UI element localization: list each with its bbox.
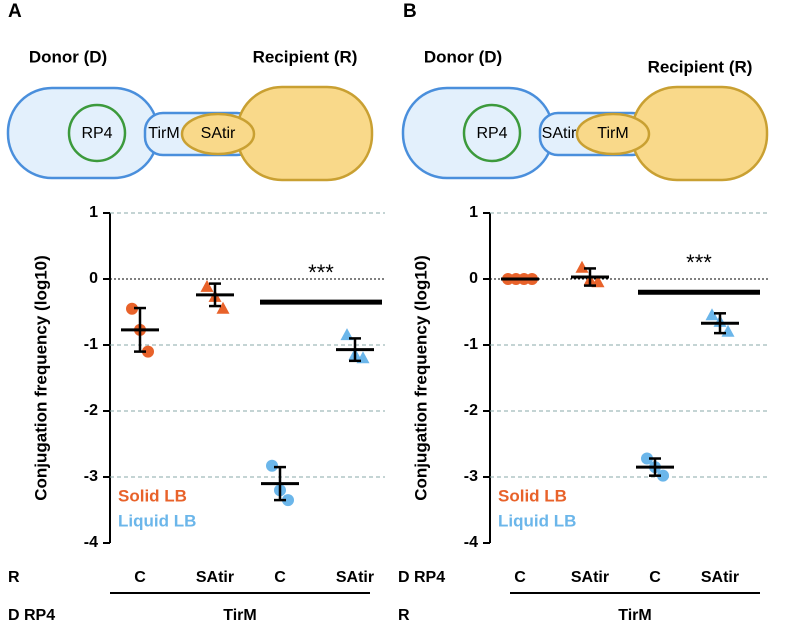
data-point: [216, 301, 230, 314]
y-tick-label: -1: [464, 336, 478, 353]
recipient-protein: TirM: [597, 125, 628, 142]
group-label: TirM: [618, 607, 651, 624]
legend-entry: Solid LB: [498, 486, 567, 505]
data-point: [282, 494, 294, 507]
data-point: [200, 279, 214, 292]
x-tick-label: SAtir: [701, 569, 739, 586]
panel-label: B: [403, 1, 417, 22]
x-tick-label: C: [649, 569, 661, 586]
recipient-protein: SAtir: [201, 125, 236, 142]
donor-label: Donor (D): [424, 47, 502, 66]
legend-entry: Liquid LB: [498, 511, 576, 530]
legend-entry: Liquid LB: [118, 511, 196, 530]
y-tick-label: 0: [89, 270, 98, 287]
row-label: R: [8, 569, 20, 586]
x-tick-label: SAtir: [196, 569, 234, 586]
y-axis-label: Conjugation frequency (log10): [411, 255, 430, 501]
y-axis-label: Conjugation frequency (log10): [31, 255, 50, 501]
data-point: [126, 302, 138, 315]
plasmid-label: RP4: [476, 125, 507, 142]
data-point: [266, 459, 278, 472]
y-tick-label: -3: [84, 468, 98, 485]
y-tick-label: 0: [469, 270, 478, 287]
y-tick-label: -2: [84, 402, 98, 419]
significance-label: ***: [686, 250, 712, 275]
y-tick-label: -4: [84, 534, 98, 551]
legend-entry: Solid LB: [118, 486, 187, 505]
data-point: [657, 469, 669, 482]
row-label: R: [398, 607, 410, 624]
x-tick-label: C: [274, 569, 286, 586]
row-label: D RP4: [398, 569, 445, 586]
y-tick-label: -4: [464, 534, 478, 551]
data-point: [142, 345, 154, 358]
row-label: D RP4: [8, 607, 55, 624]
recipient-cell: [235, 85, 374, 182]
donor-label: Donor (D): [29, 47, 107, 66]
recipient-label: Recipient (R): [253, 47, 358, 66]
data-point: [340, 328, 354, 341]
data-point: [575, 260, 589, 273]
y-tick-label: 1: [469, 204, 478, 221]
donor-protein: TirM: [148, 125, 179, 142]
x-tick-label: C: [514, 569, 526, 586]
significance-label: ***: [308, 260, 334, 285]
recipient-label: Recipient (R): [648, 57, 753, 76]
data-point: [705, 308, 719, 321]
recipient-protein-shape: [180, 112, 256, 156]
y-tick-label: -2: [464, 402, 478, 419]
y-tick-label: 1: [89, 204, 98, 221]
data-point: [591, 275, 605, 288]
plasmid-label: RP4: [81, 125, 112, 142]
y-tick-label: -3: [464, 468, 478, 485]
donor-protein: SAtir: [542, 125, 577, 142]
x-tick-label: SAtir: [336, 569, 374, 586]
y-tick-label: -1: [84, 336, 98, 353]
panel-label: A: [8, 1, 22, 22]
data-point: [641, 452, 653, 465]
x-tick-label: C: [134, 569, 146, 586]
recipient-cell: [630, 85, 769, 182]
x-tick-label: SAtir: [571, 569, 609, 586]
recipient-protein-shape: [575, 112, 651, 156]
group-label: TirM: [223, 607, 256, 624]
plasmid: [462, 103, 522, 163]
plasmid: [67, 103, 127, 163]
